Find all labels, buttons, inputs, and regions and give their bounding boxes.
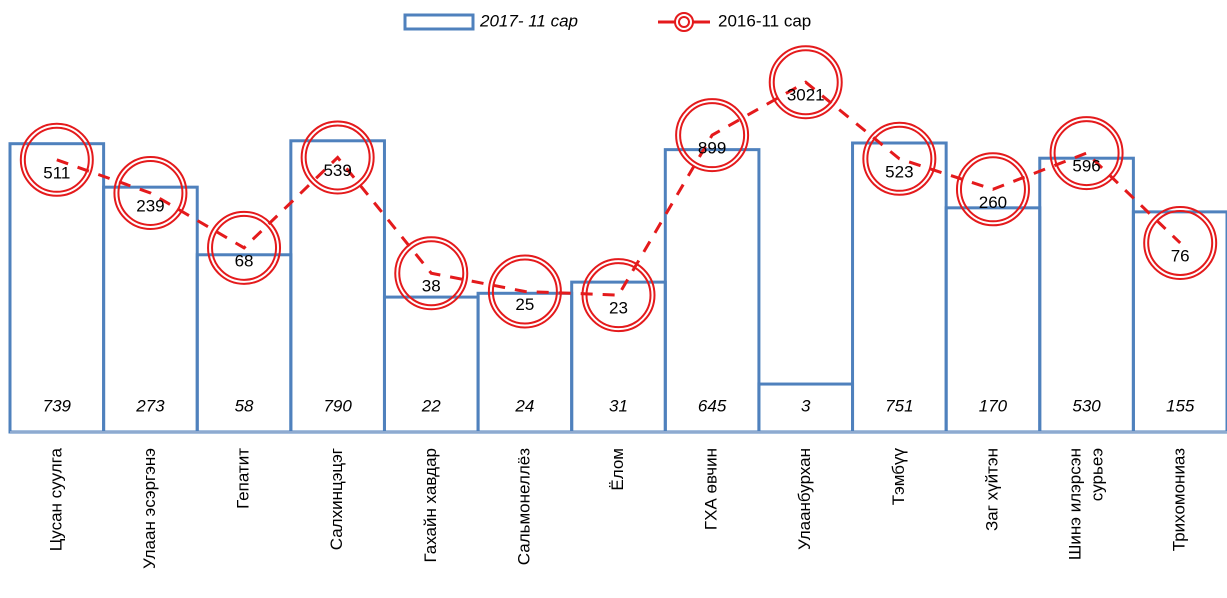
bar (289, 139, 386, 434)
marker-outer (675, 98, 750, 173)
legend-label: 2016-11 сар (718, 11, 811, 30)
marker-inner (491, 258, 558, 325)
bar (8, 142, 106, 434)
bar-value-label: 22 (421, 396, 441, 415)
marker-inner (959, 156, 1026, 223)
legend: 2017- 11 сар 2016-11 сар (403, 11, 811, 32)
marker-inner (304, 124, 371, 191)
line-value-label: 523 (885, 162, 913, 181)
bar (102, 185, 199, 434)
marker-outer (207, 210, 282, 285)
x-tick-label: ГХА өвчин (702, 448, 721, 530)
bar-value-label: 751 (885, 396, 913, 415)
x-tick-label: Гепатит (234, 448, 253, 509)
bar-value-label: 155 (1166, 396, 1195, 415)
marker-inner (117, 159, 184, 226)
line-marker (1143, 205, 1218, 280)
line-value-label: 38 (422, 277, 441, 296)
x-tick-label: Ёлом (608, 448, 627, 491)
line-value-label: 899 (698, 139, 726, 158)
marker-outer (768, 45, 843, 120)
x-tick-label: Улаан эсэргэнэ (140, 448, 159, 569)
line-value-label: 76 (1171, 246, 1190, 265)
marker-inner (211, 214, 278, 281)
bar-value-label: 3 (801, 396, 811, 415)
line-value-label: 239 (136, 196, 164, 215)
x-tick-label: Трихомониаз (1170, 448, 1189, 551)
line-marker (862, 121, 937, 196)
marker-outer (487, 254, 562, 329)
bar (1038, 156, 1135, 434)
marker-inner (866, 125, 933, 192)
line-value-label: 3021 (787, 86, 825, 105)
marker-inner (23, 126, 90, 193)
line-marker (207, 210, 282, 285)
line-value-label: 511 (43, 163, 70, 182)
bar-value-label: 31 (609, 396, 628, 415)
line-value-label: 23 (609, 299, 628, 318)
marker-inner (1147, 209, 1214, 276)
line-marker (394, 236, 469, 311)
legend-label: 2017- 11 сар (479, 11, 578, 30)
marker-outer (955, 152, 1030, 227)
marker-inner (679, 102, 746, 169)
line-marker (113, 155, 188, 230)
x-tick-label: Гахайн хавдар (421, 448, 440, 563)
line (56, 80, 1182, 297)
line-value-label: 260 (979, 193, 1007, 212)
line-marker (300, 120, 375, 195)
x-tick-line: сурьеэ (1088, 448, 1107, 501)
marker-inner (398, 240, 465, 307)
marker-outer (1049, 116, 1124, 191)
line-value-label: 596 (1072, 157, 1100, 176)
legend-swatch (403, 13, 475, 31)
bar (851, 141, 948, 434)
marker-outer (581, 258, 656, 333)
line-value-label: 539 (323, 161, 351, 180)
marker-inner (772, 49, 839, 116)
x-tick-label: Тэмбүү (889, 448, 908, 506)
legend-marker (674, 12, 694, 32)
x-tick-label: Заг хүйтэн (982, 448, 1001, 531)
marker-inner (1053, 120, 1120, 187)
marker-outer (300, 120, 375, 195)
line-marker (1049, 116, 1124, 191)
x-tick-label: Шинэ илэрсэн сурьеэ (1066, 448, 1107, 560)
marker-outer (394, 236, 469, 311)
marker-outer (113, 155, 188, 230)
bar-value-label: 58 (235, 396, 254, 415)
marker-outer (862, 121, 937, 196)
bar-value-label: 739 (43, 396, 72, 415)
line-marker (19, 122, 94, 197)
bar-value-label: 24 (514, 396, 534, 415)
line-marker (581, 258, 656, 333)
bar-value-label: 170 (979, 396, 1008, 415)
line-marker (768, 45, 843, 120)
marker-inner (585, 262, 652, 329)
x-tick-label: Улаанбурхан (795, 448, 814, 550)
legend-marker-inner (678, 16, 690, 28)
x-tick-label: Салхинцэцэг (327, 448, 346, 550)
line-marker (487, 254, 562, 329)
marker-outer (1143, 205, 1218, 280)
marker-outer (19, 122, 94, 197)
x-tick-label: Цусан суулга (46, 447, 65, 551)
bar-value-label: 790 (323, 396, 352, 415)
bar-value-label: 530 (1072, 396, 1101, 415)
line-marker (675, 98, 750, 173)
bar-value-label: 273 (135, 396, 165, 415)
x-tick-label: Сальмонеллёз (514, 448, 533, 565)
bar-value-label: 645 (698, 396, 727, 415)
line-value-label: 68 (235, 251, 254, 270)
line-value-label: 25 (515, 295, 534, 314)
x-tick-line: Шинэ илэрсэн (1066, 448, 1085, 560)
line-marker (955, 152, 1030, 227)
